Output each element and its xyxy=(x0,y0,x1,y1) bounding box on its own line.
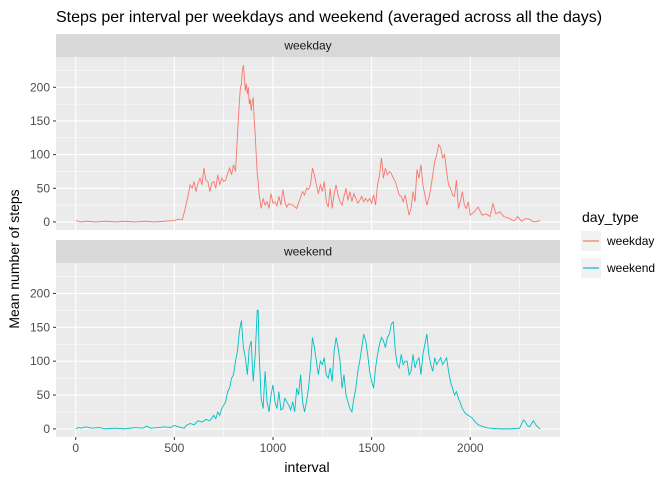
legend-label-weekday: weekday xyxy=(606,234,654,248)
y-tick-label: 0 xyxy=(43,422,50,436)
legend-title: day_type xyxy=(582,209,639,225)
legend: day_type weekday weekend xyxy=(581,209,655,278)
y-tick-label: 0 xyxy=(43,215,50,229)
y-tick-label: 50 xyxy=(37,388,51,402)
y-axis-ticks-weekday: 0 50 100 150 200 xyxy=(30,80,56,229)
x-tick-label: 500 xyxy=(164,441,184,455)
y-tick-label: 100 xyxy=(30,354,50,368)
x-tick-label: 2000 xyxy=(457,441,484,455)
y-tick-label: 200 xyxy=(30,80,50,94)
chart-title: Steps per interval per weekdays and week… xyxy=(56,9,602,26)
x-axis-ticks: 0 500 1000 1500 2000 xyxy=(72,437,484,455)
x-axis-label: interval xyxy=(284,459,329,475)
panel-weekday: weekday 0 50 100 150 200 xyxy=(30,34,560,230)
x-tick-label: 0 xyxy=(72,441,79,455)
y-tick-label: 50 xyxy=(37,181,51,195)
x-tick-label: 1000 xyxy=(260,441,287,455)
y-axis-ticks-weekend: 0 50 100 150 200 xyxy=(30,286,56,435)
plot-background-weekend xyxy=(56,263,560,437)
y-tick-label: 150 xyxy=(30,114,50,128)
y-tick-label: 100 xyxy=(30,148,50,162)
plot-background-weekday xyxy=(56,57,560,230)
y-tick-label: 200 xyxy=(30,286,50,300)
strip-label-weekend: weekend xyxy=(283,245,332,259)
panel-weekend: weekend 0 50 100 150 200 xyxy=(30,240,560,437)
legend-label-weekend: weekend xyxy=(606,261,655,275)
strip-label-weekday: weekday xyxy=(283,39,331,53)
x-tick-label: 1500 xyxy=(358,441,385,455)
y-axis-label: Mean number of steps xyxy=(6,189,22,328)
y-tick-label: 150 xyxy=(30,320,50,334)
